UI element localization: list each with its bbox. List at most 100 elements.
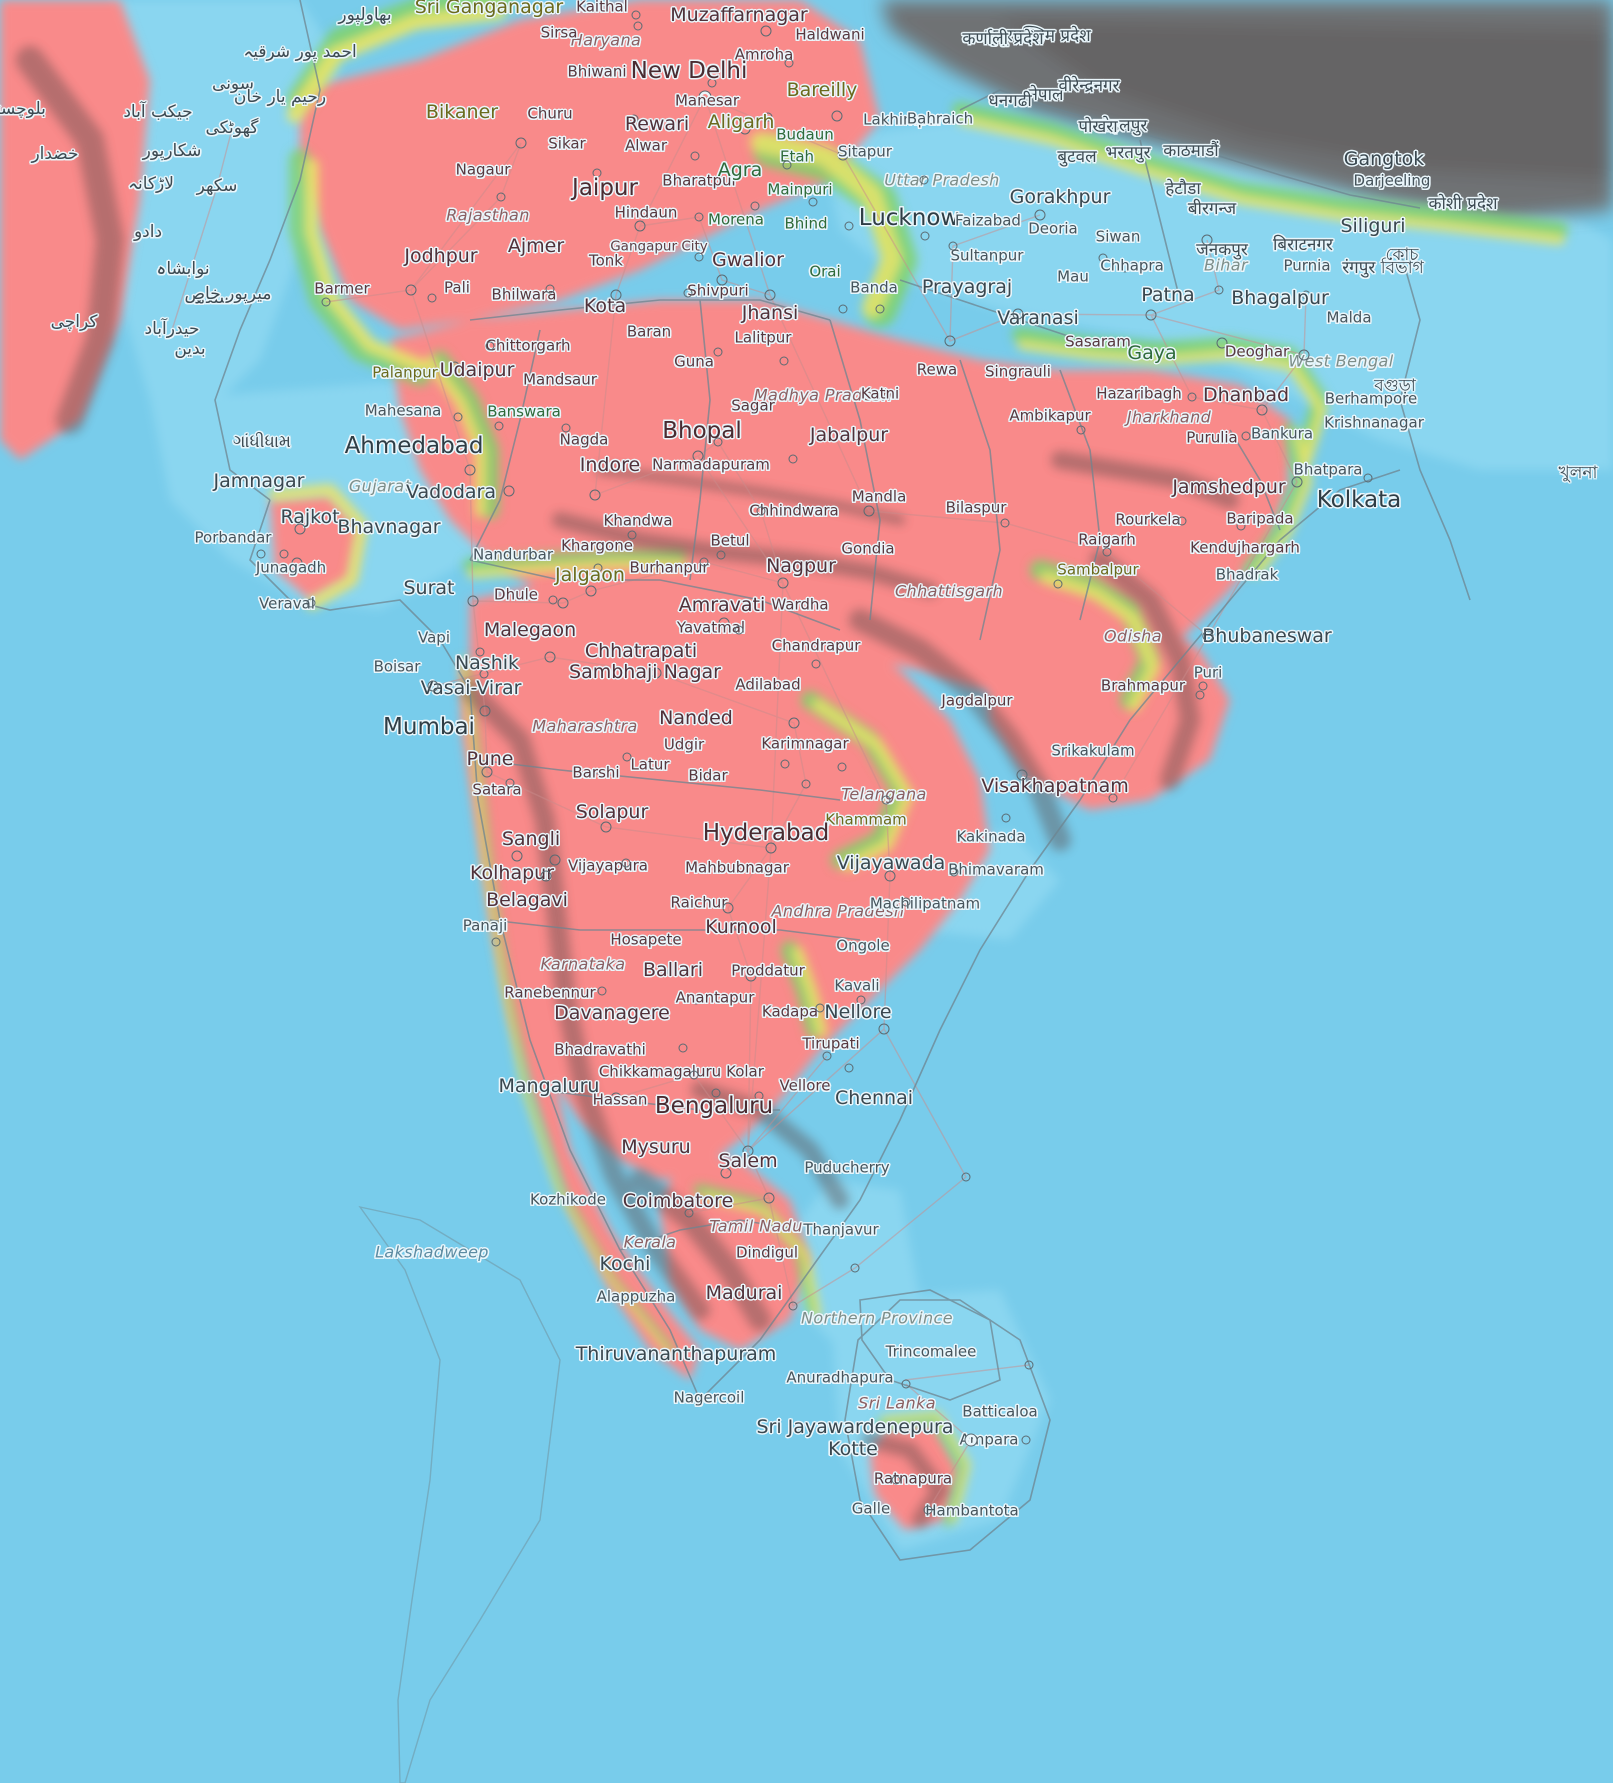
city-label-lalitpur[interactable]: Lalitpur	[734, 328, 792, 347]
city-marker-jaipur[interactable]	[634, 220, 646, 232]
city-label-gangapur-city[interactable]: Gangapur City	[610, 238, 708, 255]
city-label-anantapur[interactable]: Anantapur	[675, 988, 755, 1007]
city-marker-pali[interactable]	[427, 293, 437, 303]
city-label-bengaluru[interactable]: Bengaluru	[654, 1092, 774, 1119]
city-label-amravati[interactable]: Amravati	[678, 594, 766, 617]
city-marker-narmadapuram[interactable]	[713, 437, 723, 447]
city-label-bhopal[interactable]: Bhopal	[662, 417, 742, 444]
city-label-nagda[interactable]: Nagda	[559, 430, 609, 449]
city-label-nagercoil[interactable]: Nagercoil	[673, 1388, 745, 1407]
city-label-chennai[interactable]: Chennai	[834, 1087, 914, 1110]
city-marker-belagavi[interactable]	[540, 870, 552, 882]
city-marker-bengaluru[interactable]	[742, 1145, 754, 1157]
city-label-barshi[interactable]: Barshi	[572, 763, 620, 782]
city-marker-hyderabad[interactable]	[765, 842, 777, 854]
city-label-hindaun[interactable]: Hindaun	[614, 203, 678, 222]
city-marker-mau[interactable]	[1214, 285, 1224, 295]
city-label-churu[interactable]: Churu	[527, 104, 573, 123]
city-marker-gwalior[interactable]	[716, 274, 728, 286]
city-label-banda[interactable]: Banda	[850, 278, 898, 297]
city-marker-mainpuri[interactable]	[808, 197, 818, 207]
city-label-panaji[interactable]: Panaji	[462, 916, 508, 935]
city-label-raigarh[interactable]: Raigarh	[1078, 530, 1136, 549]
city-marker-mumbai[interactable]	[479, 705, 491, 717]
city-label-prayagraj[interactable]: Prayagraj	[921, 276, 1013, 299]
city-marker-bhiwani[interactable]	[707, 78, 717, 88]
city-marker-kozhikode[interactable]	[684, 1208, 694, 1218]
city-label-sri-jayawardenepura[interactable]: Sri Jayawardenepura	[756, 1416, 954, 1439]
city-label-mau[interactable]: Mau	[1057, 267, 1089, 286]
city-label-darjeeling[interactable]: Darjeeling	[1353, 171, 1431, 190]
city-marker-muzaffarnagar[interactable]	[760, 25, 772, 37]
city-label-sasaram[interactable]: Sasaram	[1065, 332, 1131, 351]
city-label-machilipatnam[interactable]: Machilipatnam	[869, 894, 981, 913]
city-marker-indore[interactable]	[589, 489, 601, 501]
city-marker-visakhapatnam[interactable]	[1016, 769, 1028, 781]
city-label-haldwani[interactable]: Haldwani	[795, 25, 865, 44]
city-label-ajmer[interactable]: Ajmer	[507, 235, 565, 258]
city-label-chhindwara[interactable]: Chhindwara	[749, 501, 839, 520]
city-label-gangtok[interactable]: Gangtok	[1343, 148, 1425, 171]
city-label-hassan[interactable]: Hassan	[592, 1090, 648, 1109]
city-marker-kendujhargarh[interactable]	[1177, 516, 1187, 526]
city-marker-chandrapur[interactable]	[811, 659, 821, 669]
city-label-mahbubnagar[interactable]: Mahbubnagar	[685, 858, 789, 877]
city-marker-raichur[interactable]	[733, 921, 743, 931]
city-marker-porbandar[interactable]	[256, 549, 266, 559]
city-marker-ahmedabad[interactable]	[464, 464, 476, 476]
city-marker-pune[interactable]	[481, 766, 493, 778]
city-label-madurai[interactable]: Madurai	[705, 1282, 783, 1305]
city-label-raichur[interactable]: Raichur	[670, 893, 728, 912]
city-marker-sambalpur[interactable]	[1053, 579, 1063, 589]
city-label-katni[interactable]: Katni	[860, 384, 900, 403]
city-marker-chhatrapati[interactable]	[650, 667, 662, 679]
city-marker-manesar[interactable]	[763, 112, 773, 122]
city-marker-kavali[interactable]	[856, 995, 866, 1005]
city-label-banswara[interactable]: Banswara	[487, 402, 561, 421]
city-marker-karimnagar[interactable]	[837, 762, 847, 772]
city-label-bhilwara[interactable]: Bhilwara	[491, 285, 557, 304]
city-label-nagpur[interactable]: Nagpur	[766, 555, 836, 578]
city-marker-trincomalee[interactable]	[1024, 1360, 1034, 1370]
city-marker-nagaur[interactable]	[496, 192, 506, 202]
city-marker-bareilly[interactable]	[831, 110, 843, 122]
city-label-udaipur[interactable]: Udaipur	[439, 359, 515, 382]
city-label-palanpur[interactable]: Palanpur	[372, 363, 438, 382]
city-marker-sagar[interactable]	[788, 454, 798, 464]
city-label-purulia[interactable]: Purulia	[1186, 428, 1238, 447]
city-marker-kakinada[interactable]	[1001, 813, 1011, 823]
city-label-puducherry[interactable]: Puducherry	[804, 1158, 890, 1177]
city-marker-dhanbad[interactable]	[1256, 404, 1268, 416]
city-marker-proddatur[interactable]	[691, 995, 701, 1005]
city-label-kaithal[interactable]: Kaithal	[576, 0, 628, 16]
city-label-bahraich[interactable]: Bahraich	[906, 109, 974, 128]
city-label-mysuru[interactable]: Mysuru	[621, 1136, 691, 1159]
city-marker-ampara[interactable]	[1021, 1435, 1031, 1445]
city-label-vapi[interactable]: Vapi	[418, 628, 450, 647]
city-label-visakhapatnam[interactable]: Visakhapatnam	[981, 775, 1129, 798]
city-label-ratnapura[interactable]: Ratnapura	[873, 1469, 953, 1488]
city-marker-raigarh[interactable]	[1102, 547, 1112, 557]
city-marker-nagda[interactable]	[561, 423, 571, 433]
city-label-malegaon[interactable]: Malegaon	[483, 619, 577, 642]
city-marker-lucknow[interactable]	[1034, 209, 1046, 221]
city-marker-bhagalpur[interactable]	[1298, 349, 1310, 361]
city-label-chhapra[interactable]: Chhapra	[1100, 256, 1164, 275]
city-label-aligarh[interactable]: Aligarh	[707, 111, 775, 134]
city-marker-gaya[interactable]	[1216, 337, 1228, 349]
city-label-purnia[interactable]: Purnia	[1283, 256, 1331, 275]
city-marker-bikaner[interactable]	[515, 137, 527, 149]
city-marker-puri[interactable]	[1198, 681, 1208, 691]
city-marker-jodhpur[interactable]	[405, 284, 417, 296]
city-label-jodhpur[interactable]: Jodhpur	[404, 245, 478, 268]
city-label-karimnagar[interactable]: Karimnagar	[761, 734, 849, 753]
city-label-alappuzha[interactable]: Alappuzha	[596, 1287, 676, 1306]
city-marker-coimbatore[interactable]	[763, 1192, 775, 1204]
city-label-baripada[interactable]: Baripada	[1226, 509, 1294, 528]
city-label-jalgaon[interactable]: Jalgaon	[555, 564, 625, 587]
city-marker-rewari[interactable]	[739, 123, 751, 135]
city-label-rourkela[interactable]: Rourkela	[1115, 510, 1181, 529]
city-marker-varanasi[interactable]	[1012, 308, 1024, 320]
city-marker-jhansi[interactable]	[764, 289, 776, 301]
city-marker-banswara[interactable]	[494, 421, 504, 431]
